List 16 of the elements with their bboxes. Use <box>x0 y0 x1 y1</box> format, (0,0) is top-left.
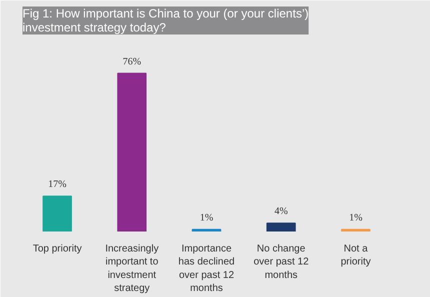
data-label: 4% <box>274 206 288 218</box>
x-tick-label: No change over past 12 months <box>254 244 310 281</box>
x-tick-label: Not a priority <box>340 244 371 268</box>
data-label: 17% <box>48 179 66 190</box>
data-label: 1% <box>200 212 214 224</box>
bar <box>117 72 147 232</box>
bar <box>192 228 222 232</box>
data-label: 76% <box>122 56 142 68</box>
x-tick-label: Importance has declined over past 12 months <box>178 244 235 294</box>
bar <box>42 196 72 232</box>
bar <box>266 222 296 232</box>
data-label: 1% <box>349 212 362 224</box>
bar <box>341 228 370 232</box>
x-tick-label: Top priority <box>32 244 82 254</box>
chart-title: Fig 1: How important is China to your (or your clients’) investment strategy today? <box>22 6 309 34</box>
x-tick-label: Increasingly important to investment strategy <box>105 244 159 294</box>
